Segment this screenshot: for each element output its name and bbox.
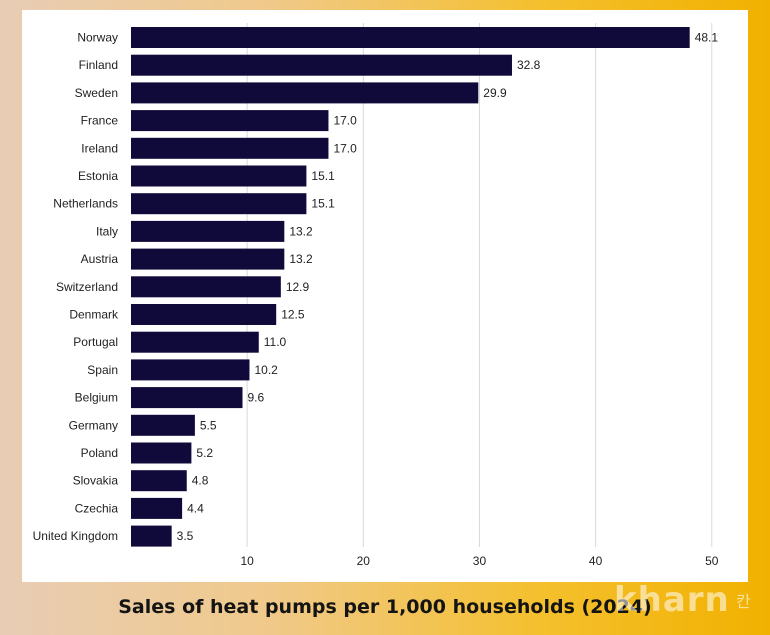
bar-poland bbox=[131, 442, 192, 464]
value-label-belgium: 9.6 bbox=[248, 391, 265, 405]
category-label-ireland: Ireland bbox=[81, 141, 118, 155]
value-label-poland: 5.2 bbox=[196, 446, 213, 460]
bar-germany bbox=[131, 414, 195, 436]
bar-finland bbox=[131, 54, 512, 76]
x-tick-label-50: 50 bbox=[705, 554, 719, 568]
x-tick-label-10: 10 bbox=[240, 554, 254, 568]
value-label-united-kingdom: 3.5 bbox=[177, 529, 194, 543]
bar-france bbox=[131, 110, 329, 132]
value-label-germany: 5.5 bbox=[200, 418, 217, 432]
value-label-finland: 32.8 bbox=[517, 58, 541, 72]
value-label-italy: 13.2 bbox=[289, 224, 313, 238]
value-label-denmark: 12.5 bbox=[281, 308, 305, 322]
x-tick-label-40: 40 bbox=[589, 554, 603, 568]
category-label-austria: Austria bbox=[81, 252, 119, 266]
bar-czechia bbox=[131, 497, 183, 519]
value-label-netherlands: 15.1 bbox=[311, 197, 335, 211]
x-tick-label-30: 30 bbox=[473, 554, 487, 568]
category-label-belgium: Belgium bbox=[75, 391, 118, 405]
category-label-slovakia: Slovakia bbox=[73, 474, 119, 488]
category-label-czechia: Czechia bbox=[75, 501, 119, 515]
category-label-poland: Poland bbox=[81, 446, 118, 460]
bar-slovakia bbox=[131, 470, 187, 492]
bar-italy bbox=[131, 220, 285, 242]
category-label-switzerland: Switzerland bbox=[56, 280, 118, 294]
value-label-slovakia: 4.8 bbox=[192, 474, 209, 488]
bar-spain bbox=[131, 359, 250, 381]
bar-belgium bbox=[131, 387, 243, 409]
value-label-portugal: 11.0 bbox=[264, 335, 287, 349]
bar-netherlands bbox=[131, 193, 307, 215]
bar-estonia bbox=[131, 165, 307, 187]
value-label-switzerland: 12.9 bbox=[286, 280, 310, 294]
category-label-united-kingdom: United Kingdom bbox=[33, 529, 118, 543]
category-label-denmark: Denmark bbox=[69, 308, 119, 322]
category-label-france: France bbox=[81, 114, 119, 128]
value-label-czechia: 4.4 bbox=[187, 501, 204, 515]
category-label-portugal: Portugal bbox=[73, 335, 118, 349]
value-label-france: 17.0 bbox=[333, 114, 357, 128]
category-label-netherlands: Netherlands bbox=[53, 197, 118, 211]
category-label-italy: Italy bbox=[96, 224, 118, 238]
bar-denmark bbox=[131, 304, 277, 325]
category-label-sweden: Sweden bbox=[75, 86, 118, 100]
bar-ireland bbox=[131, 137, 329, 159]
value-label-estonia: 15.1 bbox=[311, 169, 335, 183]
category-label-estonia: Estonia bbox=[78, 169, 118, 183]
category-label-spain: Spain bbox=[87, 363, 118, 377]
value-label-sweden: 29.9 bbox=[483, 86, 507, 100]
chart-caption: Sales of heat pumps per 1,000 households… bbox=[118, 596, 652, 618]
value-label-austria: 13.2 bbox=[289, 252, 313, 266]
bar-austria bbox=[131, 248, 285, 270]
category-label-norway: Norway bbox=[77, 31, 118, 45]
value-label-spain: 10.2 bbox=[254, 363, 278, 377]
heat-pump-bar-chart: 10 20 30 40 50 Norway 48.1 Finland 32.8 Sweden 29.… bbox=[33, 23, 719, 568]
bar-norway bbox=[131, 27, 690, 48]
value-label-ireland: 17.0 bbox=[333, 141, 357, 155]
category-label-finland: Finland bbox=[79, 58, 118, 72]
x-tick-label-20: 20 bbox=[357, 554, 371, 568]
value-label-norway: 48.1 bbox=[695, 31, 719, 45]
bar-sweden bbox=[131, 82, 479, 104]
bar-portugal bbox=[131, 331, 259, 353]
chart-card: 10 20 30 40 50 Norway 48.1 Finland 32.8 Sweden 29.… bbox=[22, 10, 748, 582]
category-label-germany: Germany bbox=[69, 418, 118, 432]
bar-switzerland bbox=[131, 276, 281, 298]
bar-united-kingdom bbox=[131, 525, 172, 547]
